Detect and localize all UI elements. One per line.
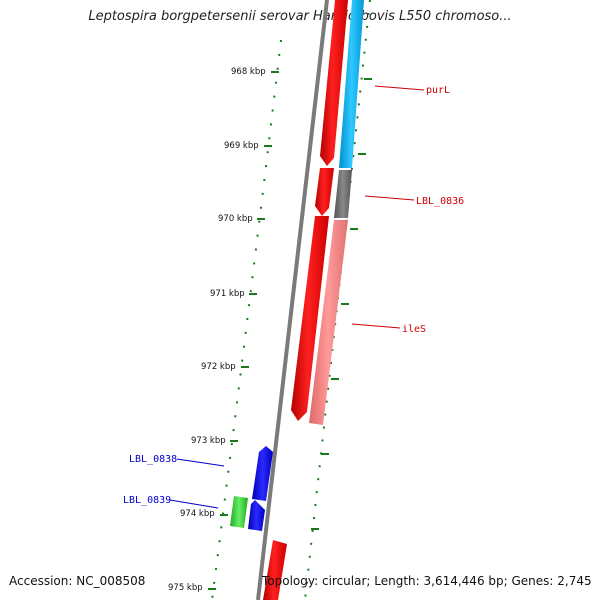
leader-lbl0839 xyxy=(169,499,219,509)
tick-label-971: 971 kbp xyxy=(210,289,245,299)
scale-ticks xyxy=(208,71,279,590)
outer-track-ticks xyxy=(311,78,372,530)
accession-text: Accession: NC_008508 xyxy=(9,574,146,588)
tick-label-969: 969 kbp xyxy=(224,141,259,151)
leader-lbl0838 xyxy=(176,458,225,467)
leader-iles xyxy=(351,323,401,329)
gene-lbl0839[interactable] xyxy=(248,500,265,531)
label-lbl0838[interactable]: LBL_0838 xyxy=(129,454,177,465)
summary-text: Topology: circular; Length: 3,614,446 bp… xyxy=(262,574,592,588)
gene-bottom[interactable] xyxy=(263,540,287,600)
gene-green[interactable] xyxy=(230,496,248,528)
genome-backbone xyxy=(256,0,329,600)
label-lbl0839[interactable]: LBL_0839 xyxy=(123,495,171,506)
cds-purl[interactable] xyxy=(339,0,364,168)
gene-purl[interactable] xyxy=(320,0,348,166)
leader-purl xyxy=(374,85,425,91)
label-iles[interactable]: ileS xyxy=(402,324,426,335)
label-purl[interactable]: purL xyxy=(426,85,450,96)
tick-label-973: 973 kbp xyxy=(191,436,226,446)
tick-label-974: 974 kbp xyxy=(180,509,215,519)
tick-label-972: 972 kbp xyxy=(201,362,236,372)
cds-lbl0836[interactable] xyxy=(334,170,352,218)
leader-lbl0836 xyxy=(364,195,415,201)
label-lbl0836[interactable]: LBL_0836 xyxy=(416,196,464,207)
map-title: Leptospira borgpetersenii serovar Hardjo… xyxy=(88,9,512,24)
gene-lbl0838[interactable] xyxy=(252,446,273,501)
tick-label-970: 970 kbp xyxy=(218,214,253,224)
tick-label-968: 968 kbp xyxy=(231,67,266,77)
cds-iles[interactable] xyxy=(309,220,348,425)
tick-label-975: 975 kbp xyxy=(168,583,203,593)
gene-iles[interactable] xyxy=(291,216,329,421)
gene-lbl0836[interactable] xyxy=(315,168,334,216)
